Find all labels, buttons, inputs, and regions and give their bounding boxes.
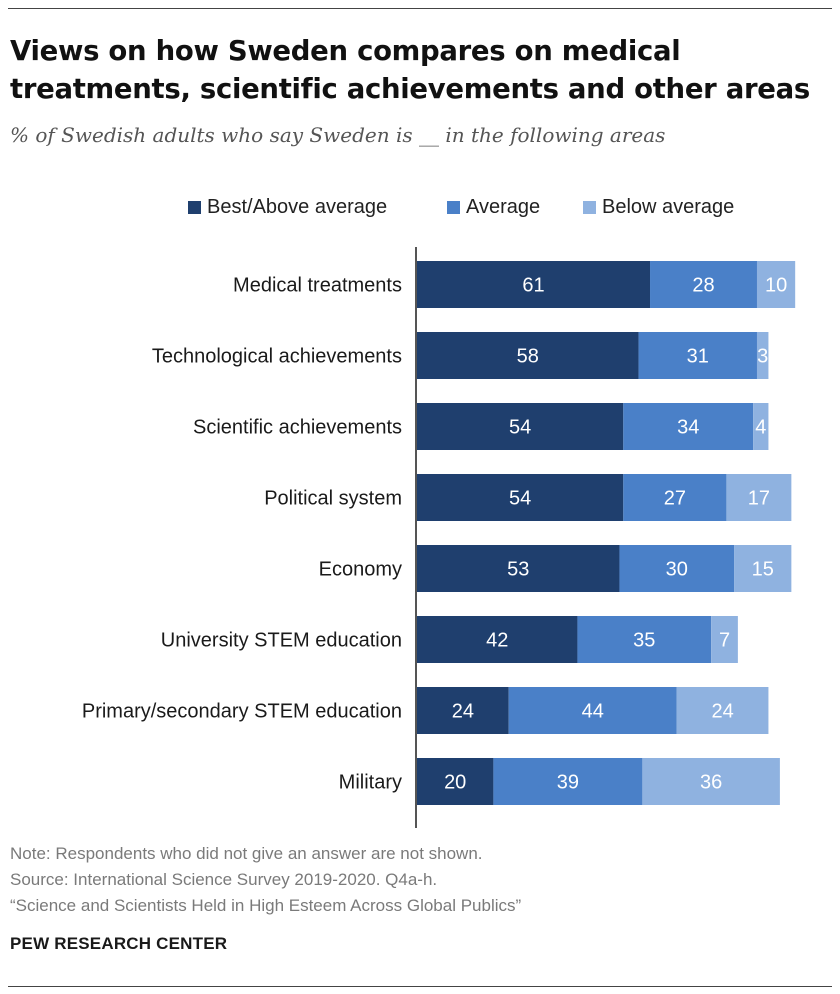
bar-segment-average	[623, 474, 727, 521]
bar-value-label: 53	[507, 559, 529, 581]
bar-segment-average	[619, 545, 735, 592]
legend-item-best: Best/Above average	[188, 196, 387, 219]
bar-value-label: 54	[509, 488, 531, 510]
bar-segment-below	[711, 616, 738, 663]
bar-value-label: 35	[633, 630, 655, 652]
bar-value-label: 30	[666, 559, 688, 581]
category-label: Military	[339, 772, 402, 794]
footnote-report: “Science and Scientists Held in High Est…	[10, 896, 522, 915]
bar-value-label: 10	[765, 275, 787, 297]
bar-segment-average	[650, 261, 757, 308]
bar-segment-below	[734, 545, 792, 592]
legend-label-average: Average	[466, 196, 541, 218]
bar-value-label: 20	[444, 772, 466, 794]
bar-value-label: 31	[687, 346, 709, 368]
legend-label-best: Best/Above average	[207, 196, 388, 218]
chart-subtitle: % of Swedish adults who say Sweden is __…	[10, 123, 666, 147]
bar-value-label: 4	[755, 417, 766, 439]
top-rule	[8, 8, 832, 9]
bar-segment-below	[676, 687, 769, 734]
bar-value-label: 36	[700, 772, 722, 794]
bar-segment-best	[417, 403, 624, 450]
bar-value-label: 34	[677, 417, 699, 439]
bar-segment-below	[756, 261, 796, 308]
bar-value-label: 7	[719, 630, 730, 652]
footnote-source: Source: International Science Survey 201…	[10, 870, 438, 889]
category-label: Technological achievements	[152, 346, 402, 368]
bar-segment-below	[642, 758, 780, 805]
chart-title: Views on how Sweden compares on medical …	[10, 35, 810, 105]
category-label: Political system	[264, 488, 402, 510]
legend-item-below: Below average	[583, 196, 734, 219]
category-label: University STEM education	[161, 630, 402, 652]
bar-segment-below	[756, 332, 769, 379]
bar-value-label: 24	[452, 701, 474, 723]
bar-segment-average	[623, 403, 754, 450]
category-label: Primary/secondary STEM education	[82, 701, 402, 723]
bar-segment-best	[417, 687, 509, 734]
bar-value-label: 27	[664, 488, 686, 510]
bar-segment-best	[417, 332, 639, 379]
category-label: Scientific achievements	[193, 417, 402, 439]
bar-value-label: 28	[692, 275, 714, 297]
bottom-rule	[8, 986, 832, 987]
legend-swatch-average	[447, 201, 460, 214]
bar-value-label: 42	[486, 630, 508, 652]
legend-swatch-below	[583, 201, 596, 214]
bar-value-label: 3	[757, 346, 768, 368]
bar-segment-below	[753, 403, 769, 450]
legend-swatch-best	[188, 201, 201, 214]
bar-value-label: 61	[522, 275, 544, 297]
bar-segment-best	[417, 261, 651, 308]
legend-item-average: Average	[447, 196, 540, 219]
bar-segment-average	[638, 332, 757, 379]
brand-name: PEW RESEARCH CENTER	[10, 934, 228, 953]
bar-value-label: 44	[582, 701, 604, 723]
category-label: Medical treatments	[233, 275, 402, 297]
bar-value-label: 17	[748, 488, 770, 510]
bar-segment-best	[417, 758, 494, 805]
bar-value-label: 39	[557, 772, 579, 794]
bar-value-label: 54	[509, 417, 531, 439]
bar-value-label: 15	[752, 559, 774, 581]
footnote-note: Note: Respondents who did not give an an…	[10, 844, 483, 863]
bar-segment-best	[417, 616, 578, 663]
bar-segment-best	[417, 474, 624, 521]
legend-label-below: Below average	[602, 196, 735, 218]
category-label: Economy	[319, 559, 402, 581]
bar-value-label: 58	[517, 346, 539, 368]
chart-legend: Best/Above average Average Below average	[0, 196, 840, 222]
bar-segment-below	[726, 474, 792, 521]
bar-segment-average	[508, 687, 677, 734]
bar-segment-average	[577, 616, 712, 663]
bar-segment-average	[493, 758, 643, 805]
bar-value-label: 24	[711, 701, 733, 723]
bar-segment-best	[417, 545, 620, 592]
